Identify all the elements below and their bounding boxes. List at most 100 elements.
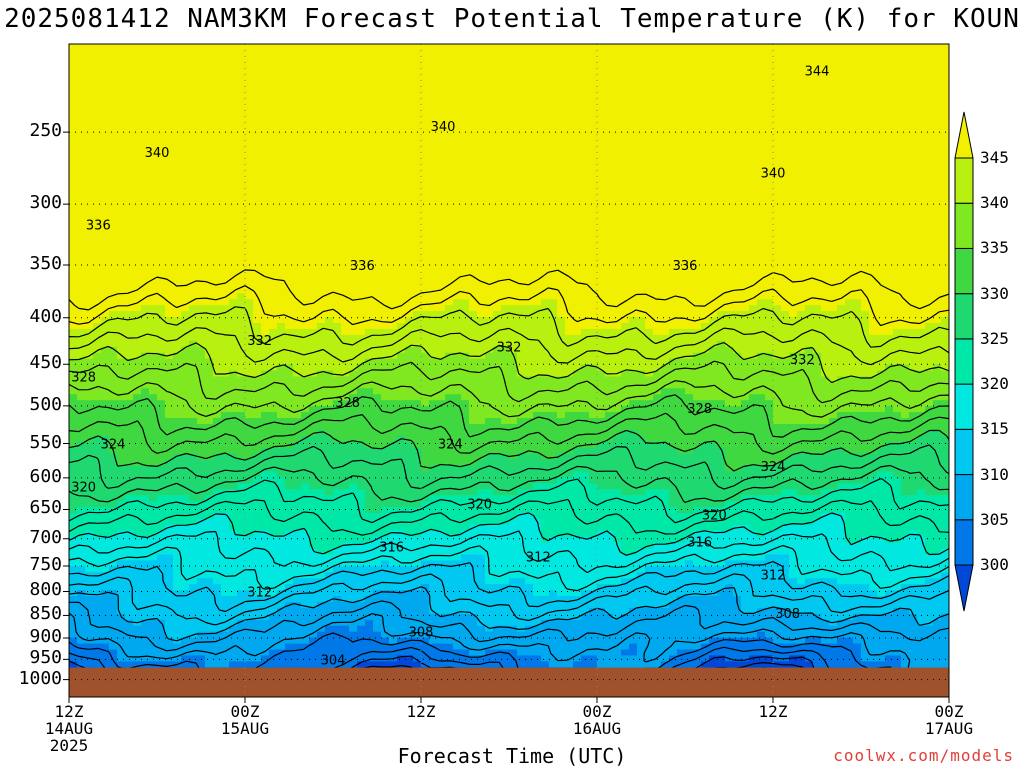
contour-cell [397, 293, 406, 300]
contour-cell [845, 138, 854, 146]
contour-cell [317, 138, 326, 146]
contour-cell [357, 233, 366, 241]
contour-cell [173, 44, 182, 51]
contour-cell [101, 239, 110, 247]
contour-cell [133, 228, 142, 235]
contour-cell [293, 269, 302, 277]
contour-cell [277, 144, 286, 152]
contour-cell [69, 144, 78, 152]
contour-cell [453, 204, 462, 211]
contour-cell [189, 133, 198, 140]
contour-cell [653, 168, 662, 176]
contour-cell [301, 216, 310, 223]
contour-cell [613, 174, 622, 182]
contour-cell [653, 156, 662, 164]
contour-cell [581, 44, 590, 51]
contour-cell [597, 168, 606, 176]
contour-cell [485, 109, 494, 116]
contour-cell [141, 109, 150, 116]
contour-cell [373, 168, 382, 176]
contour-cell [733, 287, 742, 294]
contour-cell [205, 115, 214, 122]
contour-cell [301, 168, 310, 176]
contour-cell [869, 245, 878, 253]
contour-cell [533, 216, 542, 223]
contour-cell [253, 245, 262, 253]
contour-cell [373, 263, 382, 271]
contour-cell [141, 138, 150, 146]
contour-cell [253, 198, 262, 205]
contour-cell [861, 103, 870, 110]
contour-cell [205, 210, 214, 217]
contour-cell [581, 138, 590, 146]
contour-cell [253, 257, 262, 265]
contour-cell [277, 228, 286, 235]
contour-cell [861, 168, 870, 176]
contour-cell [597, 85, 606, 93]
contour-cell [925, 67, 934, 75]
contour-cell [917, 257, 926, 265]
contour-cell [853, 233, 862, 241]
contour-cell [205, 269, 214, 277]
contour-cell [453, 115, 462, 122]
contour-cell [781, 180, 790, 188]
contour-cell [837, 103, 846, 110]
contour-cell [773, 233, 782, 241]
contour-cell [85, 311, 94, 318]
contour-cell [557, 275, 566, 283]
contour-cell [277, 61, 286, 69]
contour-cell [213, 186, 222, 194]
contour-cell [757, 305, 766, 312]
contour-cell [669, 49, 678, 57]
contour-cell [661, 263, 670, 271]
contour-cell [269, 299, 278, 306]
contour-cell [821, 281, 830, 288]
contour-cell [333, 49, 342, 57]
contour-cell [733, 127, 742, 134]
contour-cell [325, 49, 334, 57]
contour-cell [461, 109, 470, 116]
contour-cell [917, 121, 926, 128]
contour-cell [165, 251, 174, 259]
contour-cell [837, 263, 846, 271]
contour-cell [637, 156, 646, 164]
contour-cell [557, 174, 566, 182]
contour-cell [733, 281, 742, 288]
contour-cell [373, 210, 382, 217]
contour-cell [389, 180, 398, 188]
contour-cell [397, 263, 406, 271]
contour-cell [365, 251, 374, 259]
contour-cell [349, 150, 358, 158]
contour-cell [885, 299, 894, 306]
contour-cell [549, 251, 558, 259]
contour-cell [701, 73, 710, 81]
contour-cell [525, 305, 534, 312]
contour-cell [301, 79, 310, 87]
contour-cell [517, 192, 526, 199]
contour-cell [797, 281, 806, 288]
contour-cell [861, 144, 870, 152]
contour-cell [565, 210, 574, 217]
contour-cell [125, 257, 134, 265]
contour-cell [469, 49, 478, 57]
contour-cell [781, 109, 790, 116]
contour-cell [205, 245, 214, 253]
contour-cell [581, 133, 590, 140]
contour-cell [461, 287, 470, 294]
contour-cell [365, 311, 374, 318]
contour-cell [133, 115, 142, 122]
contour-cell [197, 198, 206, 205]
contour-cell [157, 97, 166, 104]
contour-cell [925, 144, 934, 152]
contour-cell [373, 49, 382, 57]
contour-cell [93, 228, 102, 235]
contour-cell [85, 198, 94, 205]
contour-cell [821, 180, 830, 188]
contour-cell [893, 299, 902, 306]
contour-cell [205, 97, 214, 104]
contour-cell [805, 115, 814, 122]
contour-cell [781, 156, 790, 164]
contour-cell [357, 138, 366, 146]
contour-cell [837, 228, 846, 235]
contour-cell [205, 109, 214, 116]
